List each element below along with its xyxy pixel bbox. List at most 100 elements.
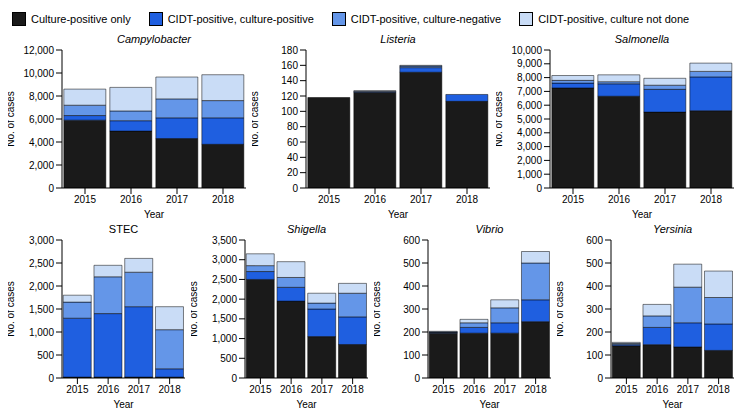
svg-text:2015: 2015 <box>66 384 89 395</box>
svg-text:2016: 2016 <box>463 384 486 395</box>
svg-text:2,000: 2,000 <box>29 160 54 171</box>
svg-text:500: 500 <box>220 353 237 364</box>
svg-text:2,500: 2,500 <box>212 274 237 285</box>
svg-text:Year: Year <box>296 399 317 410</box>
svg-text:No. of cases: No. of cases <box>252 91 260 147</box>
svg-text:2018: 2018 <box>525 384 548 395</box>
svg-text:2016: 2016 <box>364 194 387 205</box>
svg-text:2018: 2018 <box>700 194 723 205</box>
svg-text:Year: Year <box>144 209 165 220</box>
svg-text:400: 400 <box>586 281 603 292</box>
svg-text:100: 100 <box>586 350 603 361</box>
svg-text:2017: 2017 <box>410 194 433 205</box>
svg-text:600: 600 <box>403 235 420 246</box>
svg-text:2017: 2017 <box>311 384 334 395</box>
svg-text:2015: 2015 <box>318 194 341 205</box>
svg-text:2,000: 2,000 <box>212 294 237 305</box>
svg-text:No. of cases: No. of cases <box>374 281 382 337</box>
svg-text:2016: 2016 <box>608 194 631 205</box>
svg-text:160: 160 <box>281 60 298 71</box>
svg-text:2015: 2015 <box>615 384 638 395</box>
svg-text:2016: 2016 <box>646 384 669 395</box>
svg-text:2017: 2017 <box>166 194 189 205</box>
svg-text:40: 40 <box>287 152 299 163</box>
svg-text:0: 0 <box>48 183 54 194</box>
svg-text:8,000: 8,000 <box>517 72 542 83</box>
svg-text:2015: 2015 <box>249 384 272 395</box>
html-text:Culture-positive only: Culture-positive only <box>31 13 131 25</box>
svg-text:200: 200 <box>586 327 603 338</box>
svg-text:3,000: 3,000 <box>29 235 54 246</box>
svg-text:20: 20 <box>287 167 299 178</box>
svg-text:0: 0 <box>292 183 298 194</box>
svg-text:2,000: 2,000 <box>517 155 542 166</box>
svg-text:6,000: 6,000 <box>29 114 54 125</box>
svg-text:0: 0 <box>536 183 542 194</box>
svg-text:600: 600 <box>586 235 603 246</box>
svg-text:3,500: 3,500 <box>212 235 237 246</box>
svg-text:No. of cases: No. of cases <box>557 281 565 337</box>
svg-text:No. of cases: No. of cases <box>191 281 199 337</box>
svg-text:0: 0 <box>231 373 237 384</box>
svg-text:2017: 2017 <box>677 384 700 395</box>
svg-text:300: 300 <box>403 304 420 315</box>
svg-text:No. of cases: No. of cases <box>8 91 16 147</box>
svg-text:100: 100 <box>281 106 298 117</box>
svg-text:500: 500 <box>586 258 603 269</box>
svg-text:Year: Year <box>632 209 653 220</box>
svg-text:8,000: 8,000 <box>29 91 54 102</box>
svg-text:2015: 2015 <box>562 194 585 205</box>
svg-text:1,500: 1,500 <box>29 304 54 315</box>
svg-text:2015: 2015 <box>432 384 455 395</box>
svg-text:0: 0 <box>414 373 420 384</box>
svg-text:100: 100 <box>403 350 420 361</box>
svg-text:1,000: 1,000 <box>212 333 237 344</box>
svg-text:300: 300 <box>586 304 603 315</box>
svg-text:Year: Year <box>113 399 134 410</box>
svg-text:10,000: 10,000 <box>23 68 54 79</box>
svg-text:2,500: 2,500 <box>29 258 54 269</box>
svg-text:Year: Year <box>662 399 683 410</box>
svg-text:2018: 2018 <box>212 194 235 205</box>
svg-text:10,000: 10,000 <box>511 45 542 56</box>
svg-text:500: 500 <box>37 350 54 361</box>
svg-text:500: 500 <box>403 258 420 269</box>
svg-text:60: 60 <box>287 137 299 148</box>
svg-text:3,000: 3,000 <box>517 141 542 152</box>
svg-text:1,500: 1,500 <box>212 313 237 324</box>
svg-text:7,000: 7,000 <box>517 86 542 97</box>
svg-text:180: 180 <box>281 45 298 56</box>
svg-text:1,000: 1,000 <box>517 169 542 180</box>
svg-text:3,000: 3,000 <box>212 254 237 265</box>
svg-text:400: 400 <box>403 281 420 292</box>
svg-text:200: 200 <box>403 327 420 338</box>
svg-text:0: 0 <box>597 373 603 384</box>
svg-text:2018: 2018 <box>708 384 731 395</box>
svg-text:5,000: 5,000 <box>517 114 542 125</box>
svg-text:2017: 2017 <box>494 384 517 395</box>
svg-text:No. of cases: No. of cases <box>8 281 16 337</box>
svg-text:2017: 2017 <box>128 384 151 395</box>
svg-text:Year: Year <box>388 209 409 220</box>
svg-text:80: 80 <box>287 121 299 132</box>
svg-text:4,000: 4,000 <box>517 127 542 138</box>
svg-text:2016: 2016 <box>97 384 120 395</box>
svg-text:2,000: 2,000 <box>29 281 54 292</box>
svg-text:2018: 2018 <box>342 384 365 395</box>
svg-text:No. of cases: No. of cases <box>496 91 504 147</box>
svg-text:120: 120 <box>281 91 298 102</box>
svg-text:2016: 2016 <box>120 194 143 205</box>
svg-text:0: 0 <box>48 373 54 384</box>
svg-text:2016: 2016 <box>280 384 303 395</box>
svg-text:2015: 2015 <box>74 194 97 205</box>
svg-text:2018: 2018 <box>159 384 182 395</box>
svg-text:6,000: 6,000 <box>517 100 542 111</box>
svg-text:4,000: 4,000 <box>29 137 54 148</box>
svg-text:12,000: 12,000 <box>23 45 54 56</box>
svg-text:2018: 2018 <box>456 194 479 205</box>
svg-text:Year: Year <box>479 399 500 410</box>
svg-text:9,000: 9,000 <box>517 58 542 69</box>
svg-text:140: 140 <box>281 75 298 86</box>
svg-text:2017: 2017 <box>654 194 677 205</box>
svg-text:1,000: 1,000 <box>29 327 54 338</box>
